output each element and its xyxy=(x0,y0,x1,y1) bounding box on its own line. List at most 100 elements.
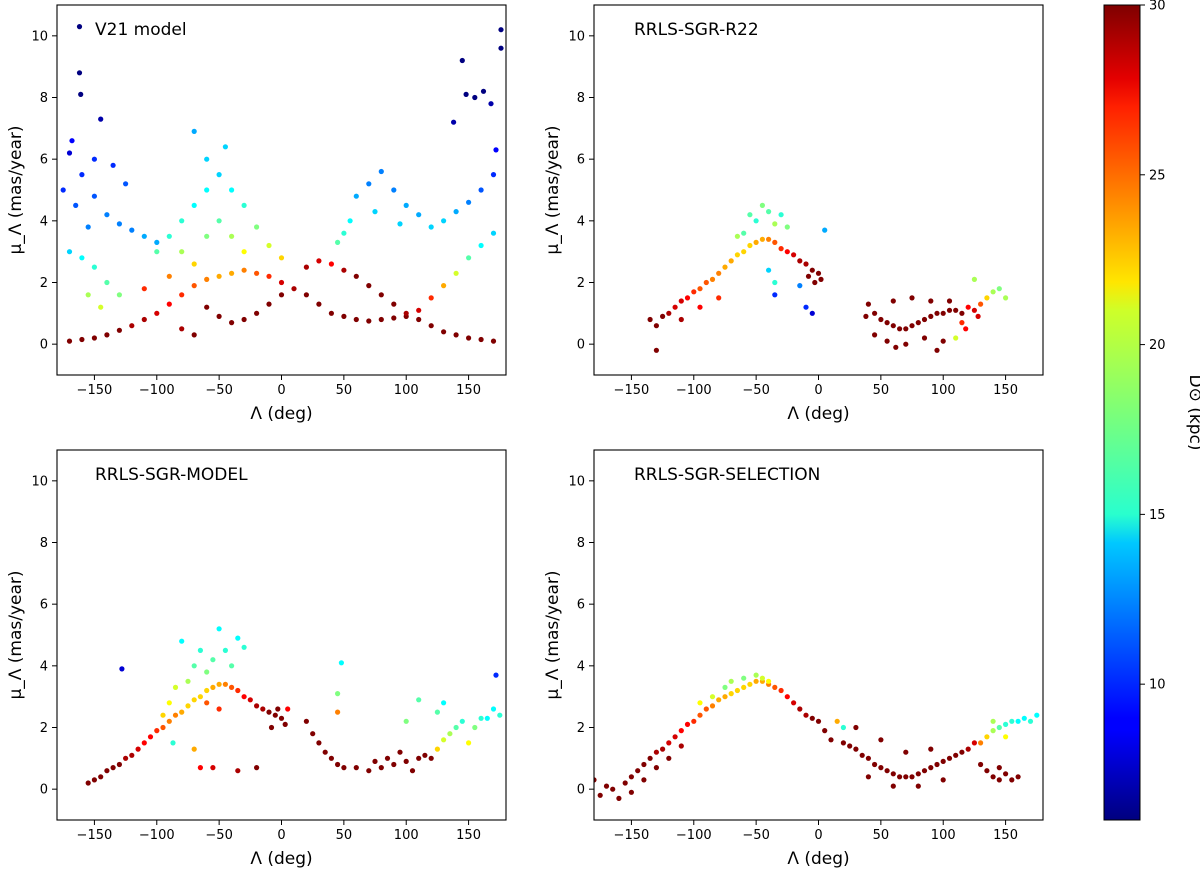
data-point xyxy=(812,279,818,286)
data-point xyxy=(116,327,122,333)
data-point xyxy=(441,283,447,289)
x-tick-label: −50 xyxy=(742,383,769,398)
data-point xyxy=(478,187,484,193)
data-point xyxy=(216,172,222,178)
data-point xyxy=(772,279,778,286)
data-point xyxy=(278,715,285,721)
x-tick-label: 0 xyxy=(814,383,822,398)
data-point xyxy=(98,304,104,310)
x-tick-label: −50 xyxy=(205,383,232,398)
data-point xyxy=(928,313,934,319)
x-tick-label: −150 xyxy=(614,828,650,843)
data-point xyxy=(1009,718,1015,724)
data-point xyxy=(971,740,978,746)
x-tick-label: 150 xyxy=(993,383,1018,398)
data-point xyxy=(809,715,815,721)
data-point xyxy=(488,101,494,107)
x-tick-label: 100 xyxy=(394,828,419,843)
data-point xyxy=(928,298,934,304)
x-tick-label: −100 xyxy=(139,383,175,398)
x-tick-label: 150 xyxy=(456,383,481,398)
data-point xyxy=(129,323,135,329)
data-point xyxy=(166,700,172,706)
data-point xyxy=(741,249,747,255)
data-point xyxy=(853,746,859,752)
data-point xyxy=(884,768,890,774)
data-point xyxy=(478,715,484,721)
y-tick-label: 8 xyxy=(40,536,48,551)
data-point xyxy=(166,233,172,239)
data-point xyxy=(490,172,497,178)
data-point xyxy=(915,320,921,326)
data-point xyxy=(197,765,203,771)
y-tick-label: 6 xyxy=(577,153,585,168)
data-point xyxy=(996,724,1002,731)
data-point xyxy=(85,780,91,786)
data-point xyxy=(741,230,747,236)
data-point xyxy=(85,224,91,230)
data-point xyxy=(191,261,197,267)
data-point xyxy=(628,789,635,795)
y-axis-label: μ_Λ (mas/year) xyxy=(6,570,26,699)
data-point xyxy=(453,332,459,338)
data-point xyxy=(890,771,896,777)
data-point xyxy=(878,737,884,743)
data-point xyxy=(254,310,260,316)
data-point xyxy=(703,706,709,712)
data-point xyxy=(490,338,497,344)
data-point xyxy=(684,295,691,301)
data-point xyxy=(828,737,834,743)
data-point xyxy=(878,765,884,771)
data-point xyxy=(222,144,228,150)
data-point xyxy=(865,774,872,780)
data-point xyxy=(975,313,981,319)
data-point xyxy=(241,267,247,273)
data-point xyxy=(734,233,741,239)
colorbar-tick-label: 10 xyxy=(1149,678,1166,693)
data-point xyxy=(809,310,815,316)
data-point xyxy=(990,718,996,724)
data-point xyxy=(235,687,241,694)
x-tick-label: 50 xyxy=(873,828,890,843)
data-point xyxy=(497,712,503,718)
data-point xyxy=(241,249,247,255)
data-point xyxy=(597,792,603,798)
data-point xyxy=(76,24,83,30)
data-point xyxy=(1009,777,1015,783)
data-point xyxy=(241,694,247,700)
x-tick-label: −150 xyxy=(77,383,113,398)
data-point xyxy=(416,755,422,761)
data-point xyxy=(66,338,73,344)
x-tick-label: −150 xyxy=(614,383,650,398)
data-point xyxy=(672,734,678,740)
x-tick-label: 0 xyxy=(814,828,822,843)
data-point xyxy=(953,752,959,758)
data-point xyxy=(409,768,416,774)
data-point xyxy=(772,221,778,227)
data-point xyxy=(434,746,440,752)
data-point xyxy=(66,249,73,255)
data-point xyxy=(170,740,176,746)
data-point xyxy=(666,740,672,746)
data-point xyxy=(734,687,741,694)
data-point xyxy=(728,678,734,684)
data-point xyxy=(884,338,890,344)
data-point xyxy=(493,147,499,153)
data-point xyxy=(141,740,147,746)
data-point xyxy=(893,344,899,350)
data-point xyxy=(154,728,160,734)
data-point xyxy=(110,162,116,168)
data-point xyxy=(428,323,434,329)
data-point xyxy=(341,313,347,319)
data-point xyxy=(472,94,478,101)
y-tick-label: 6 xyxy=(40,153,48,168)
data-point xyxy=(753,218,759,224)
y-tick-label: 0 xyxy=(577,338,585,353)
x-tick-label: 100 xyxy=(394,383,419,398)
data-point xyxy=(353,193,359,199)
data-point xyxy=(1021,715,1027,721)
data-point xyxy=(210,684,216,691)
data-point xyxy=(722,264,728,270)
data-point xyxy=(678,743,684,749)
data-point xyxy=(154,239,160,245)
